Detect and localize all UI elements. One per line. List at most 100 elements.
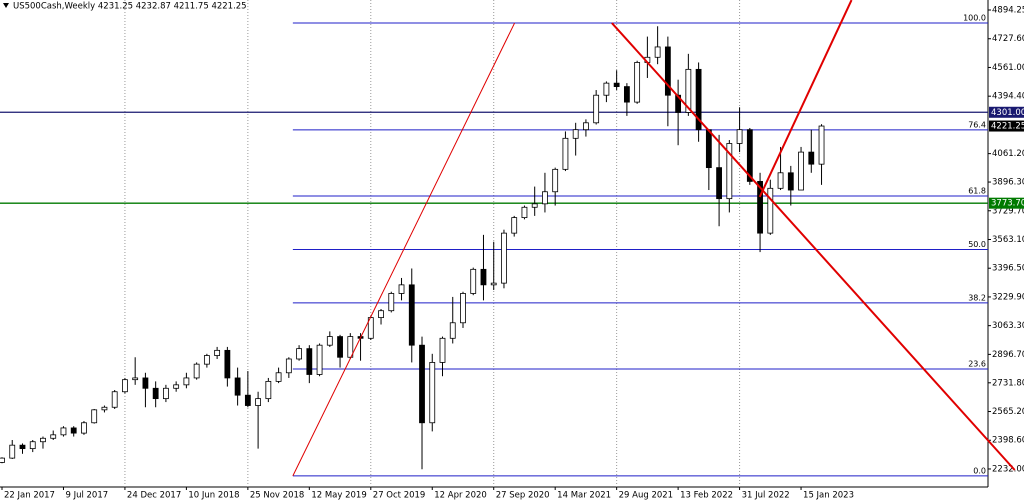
x-tick-label: 27 Sep 2020 (496, 491, 550, 501)
candle-body (142, 377, 149, 389)
candle-body (81, 422, 87, 434)
candle-body (183, 377, 190, 386)
candle-body (244, 394, 251, 406)
candle-body (163, 387, 169, 400)
x-tick-label: 27 Oct 2019 (373, 491, 426, 501)
x-tick-label: 14 Mar 2021 (557, 491, 611, 501)
x-tick-label: 10 Jun 2018 (188, 491, 239, 501)
candle-body (29, 441, 36, 450)
candle-body (111, 391, 118, 408)
x-tick-label: 15 Jan 2023 (803, 491, 854, 501)
y-tick-label: 2565.20 (992, 407, 1024, 417)
fibo-label: 61.8 (968, 187, 986, 196)
candle-body (408, 284, 415, 346)
y-tick-label: 2232.00 (992, 464, 1024, 474)
candle-body (337, 336, 343, 358)
candle-body (91, 409, 98, 424)
y-tick-label: 3229.90 (992, 292, 1024, 302)
trendline (758, 0, 853, 198)
candle-body (593, 94, 600, 124)
price-box-label: 3773.70 (991, 199, 1024, 209)
y-tick-label: 2896.70 (992, 350, 1024, 360)
candle-body (40, 437, 46, 443)
candle-body (501, 232, 507, 284)
x-tick-label: 22 Jan 2017 (4, 491, 55, 501)
y-tick-label: 3063.30 (992, 321, 1024, 331)
candle-body (9, 444, 16, 459)
y-tick-label: 2398.60 (992, 436, 1024, 446)
x-tick-label: 25 Nov 2018 (250, 491, 304, 501)
x-tick-label: 12 May 2019 (311, 491, 366, 501)
y-tick-label: 4727.60 (992, 34, 1024, 44)
menu-arrow[interactable] (3, 3, 9, 8)
price-box-label: 4301.00 (991, 108, 1024, 118)
candle-body (132, 377, 139, 381)
y-tick-label: 2731.80 (992, 378, 1024, 388)
candle-body (460, 293, 466, 324)
candle-body (542, 191, 548, 205)
candle-body (70, 427, 77, 434)
y-tick-label: 4561.00 (992, 63, 1024, 73)
candle-body (746, 129, 753, 182)
candle-body (203, 355, 210, 365)
x-tick-label: 29 Aug 2021 (619, 491, 673, 501)
x-tick-label: 12 Apr 2020 (434, 491, 487, 501)
candle-body (388, 293, 395, 312)
candle-body (326, 336, 333, 346)
candle-body (122, 379, 128, 393)
candle-body (531, 203, 538, 208)
candle-body (50, 434, 57, 439)
candle-body (265, 380, 272, 400)
candle-body (716, 167, 722, 200)
x-tick-label: 31 Jul 2022 (742, 491, 790, 501)
candle-body (787, 172, 794, 191)
price-box-label: 4221.25 (991, 122, 1024, 132)
y-tick-label: 4061.20 (992, 149, 1024, 159)
candle-body (347, 336, 354, 358)
candle-body (429, 362, 436, 424)
fibo-label: 76.4 (968, 120, 986, 129)
y-tick-label: 3896.30 (992, 178, 1024, 188)
candle-body (101, 406, 108, 411)
candle-body (275, 372, 282, 382)
y-tick-label: 4394.40 (992, 92, 1024, 102)
fibo-label: 23.6 (968, 360, 986, 369)
candle-body (470, 268, 477, 294)
candle-body (511, 217, 518, 234)
y-tick-label: 4894.25 (992, 6, 1024, 16)
fibo-label: 38.2 (968, 293, 986, 302)
candle-body (572, 129, 579, 139)
candle-body (603, 82, 610, 96)
candle-body (255, 398, 262, 406)
candle-body (583, 122, 589, 131)
candle-body (736, 129, 743, 144)
candle-body (562, 137, 569, 170)
candle-body (60, 427, 67, 436)
candle-body (705, 129, 712, 169)
candle-body (398, 284, 405, 294)
candle-body (480, 268, 487, 286)
chart-title: US500Cash,Weekly 4231.25 4232.87 4211.75… (13, 2, 247, 12)
y-tick-label: 3729.70 (992, 206, 1024, 216)
x-tick-label: 13 Feb 2022 (680, 491, 733, 501)
candle-body (798, 151, 804, 191)
candle-body (490, 282, 497, 286)
price-box (989, 106, 1024, 118)
fibo-label: 0.0 (973, 466, 986, 475)
candle-body (808, 151, 815, 165)
candle-body (623, 86, 630, 103)
candle-body (285, 358, 292, 374)
candle-body (767, 187, 774, 234)
candle-body (613, 82, 620, 87)
candle-body (757, 181, 763, 234)
candle-body (521, 206, 528, 219)
candle-body (419, 344, 425, 424)
candle-body (173, 384, 180, 389)
fibo-label: 100.0 (963, 14, 986, 23)
candle-body (449, 322, 456, 339)
candle-body (234, 377, 241, 396)
trendline (611, 22, 1016, 471)
x-tick-label: 24 Dec 2017 (127, 491, 181, 501)
